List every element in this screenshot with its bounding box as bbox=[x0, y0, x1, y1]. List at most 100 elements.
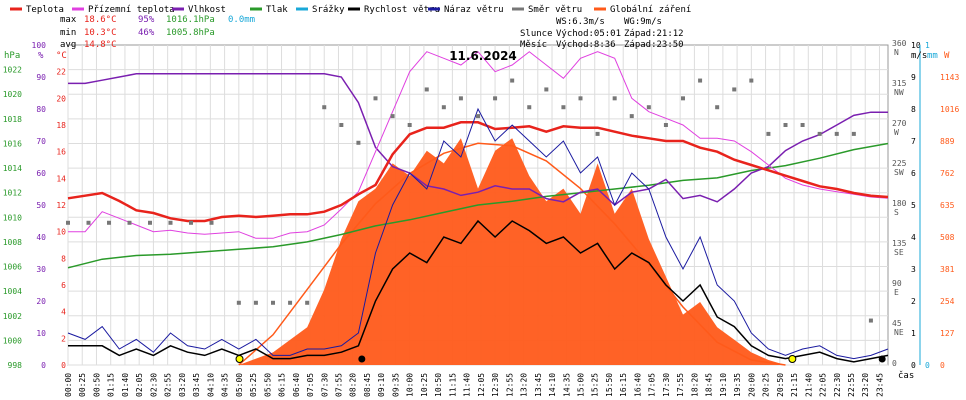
x-tick: 22:55 bbox=[847, 373, 856, 397]
wind-direction-point bbox=[715, 105, 720, 110]
pct-axis-tick: 80 bbox=[36, 105, 46, 114]
wind-direction-point bbox=[271, 300, 275, 305]
wind-direction-point bbox=[107, 220, 111, 225]
x-tick: 10:50 bbox=[434, 373, 443, 397]
x-tick: 17:30 bbox=[662, 373, 671, 397]
degc-axis-tick: 2 bbox=[61, 334, 66, 343]
hpa-axis-tick: 1002 bbox=[3, 312, 22, 321]
degc-axis-tick: 20 bbox=[56, 94, 66, 103]
wind-direction-point bbox=[698, 78, 703, 83]
hpa-axis-tick: 1014 bbox=[3, 164, 22, 173]
dir-tick-letter: S bbox=[894, 208, 899, 217]
dir-tick-letter: E bbox=[894, 288, 899, 297]
x-tick: 18:45 bbox=[705, 373, 714, 397]
wm2-tick: 381 bbox=[940, 265, 955, 274]
hpa-axis-tick: 1018 bbox=[3, 115, 22, 124]
wind-direction-point bbox=[253, 300, 258, 305]
wind-direction-point bbox=[407, 123, 412, 127]
x-tick: 11:15 bbox=[448, 373, 457, 397]
wind-direction-point bbox=[493, 96, 498, 101]
dir-tick: 45 bbox=[892, 319, 902, 328]
ms-tick: 4 bbox=[911, 233, 916, 242]
ms-tick: 10 bbox=[911, 41, 921, 50]
x-tick: 20:25 bbox=[762, 373, 771, 397]
moon-label: Měsíc bbox=[520, 40, 547, 50]
x-tick: 19:10 bbox=[719, 373, 728, 397]
legend-label: Rychlost větru bbox=[364, 5, 440, 15]
wm2-tick: 254 bbox=[940, 297, 955, 306]
x-tick: 18:20 bbox=[690, 373, 699, 397]
wind-direction-point bbox=[441, 105, 446, 110]
ms-tick: 0 bbox=[911, 361, 916, 370]
x-tick: 12:30 bbox=[491, 373, 500, 397]
ms-unit: m/s bbox=[911, 51, 927, 61]
x-tick: 06:15 bbox=[278, 373, 287, 397]
wind-direction-point bbox=[322, 105, 327, 110]
wind-direction-point bbox=[766, 131, 771, 136]
x-end-label: čas bbox=[898, 370, 914, 381]
x-tick: 10:00 bbox=[406, 373, 415, 397]
wind-direction-point bbox=[86, 220, 91, 225]
legend-label: Teplota bbox=[26, 5, 64, 15]
hpa-axis-tick: 1010 bbox=[3, 213, 22, 222]
mm-axis: 01 bbox=[925, 41, 930, 370]
dir-tick-letter: NE bbox=[894, 328, 904, 337]
ms-axis: 0 1 2 3 4 5 6 7 8 9 10 bbox=[911, 41, 921, 370]
hpa-axis: 998 1000 1002 1004 1006 1008 1010 1012 1014 1016 1… bbox=[3, 66, 22, 370]
x-tick: 08:45 bbox=[363, 373, 372, 397]
moonrise-marker bbox=[358, 355, 366, 363]
dir-tick: 225 bbox=[892, 159, 907, 168]
ground-temp-line bbox=[68, 51, 889, 239]
pct-axis-tick: 10 bbox=[36, 329, 46, 338]
wm2-tick: 889 bbox=[940, 137, 955, 146]
wind-direction-point bbox=[189, 220, 193, 225]
hpa-axis-tick: 1004 bbox=[3, 287, 22, 296]
wm2-tick: 1143 bbox=[940, 73, 959, 82]
wind-direction-point bbox=[127, 220, 132, 225]
mm-tick: 0 bbox=[925, 361, 930, 370]
x-tick: 13:20 bbox=[520, 373, 529, 397]
dir-tick: 90 bbox=[892, 279, 902, 288]
x-tick: 13:45 bbox=[534, 373, 543, 397]
stat-temp: 18.6°C bbox=[84, 15, 117, 25]
wind-direction-point bbox=[663, 123, 668, 127]
degc-axis-tick: 0 bbox=[61, 361, 66, 370]
sun-rise: Východ:05:01 bbox=[556, 29, 621, 39]
wind-direction-point bbox=[66, 220, 70, 225]
wind-direction-point bbox=[834, 131, 839, 136]
x-tick: 11:40 bbox=[463, 373, 472, 397]
pct-axis-tick: 40 bbox=[36, 233, 46, 242]
mm-unit: mm bbox=[927, 51, 938, 61]
dir-tick-letter: W bbox=[894, 128, 899, 137]
x-tick: 14:35 bbox=[562, 373, 571, 397]
x-tick: 00:50 bbox=[92, 373, 101, 397]
wind-direction-point bbox=[817, 131, 822, 136]
x-tick: 04:35 bbox=[221, 373, 230, 397]
x-tick: 02:05 bbox=[135, 373, 144, 397]
ms-tick: 9 bbox=[911, 73, 916, 82]
sunset-marker bbox=[788, 355, 797, 363]
pct-axis-tick: 0 bbox=[41, 361, 46, 370]
wm2-tick: 508 bbox=[940, 233, 955, 242]
dir-tick-letter: N bbox=[894, 48, 899, 57]
wind-direction-point bbox=[851, 131, 856, 136]
x-tick: 16:40 bbox=[633, 373, 642, 397]
wind-direction-point bbox=[868, 318, 873, 323]
wm2-tick: 1016 bbox=[940, 105, 959, 114]
x-tick: 12:05 bbox=[477, 373, 486, 397]
wind-direction-point bbox=[339, 123, 344, 127]
wind-direction-point bbox=[527, 105, 532, 110]
x-tick: 15:25 bbox=[591, 373, 600, 397]
wm2-tick: 0 bbox=[940, 361, 945, 370]
pct-axis-tick: 60 bbox=[36, 169, 46, 178]
wind-direction-point bbox=[510, 78, 515, 83]
x-tick: 19:35 bbox=[733, 373, 742, 397]
x-axis: 00:00 00:25 00:50 01:15 01:40 02:05 02:30 02:55… bbox=[64, 373, 884, 397]
x-tick: 07:55 bbox=[334, 373, 343, 397]
legend-label: Směr větru bbox=[528, 5, 582, 15]
wind-direction-point bbox=[356, 140, 361, 145]
wind-direction-point bbox=[458, 96, 463, 101]
legend-label: Přízemní teplota bbox=[88, 5, 175, 15]
